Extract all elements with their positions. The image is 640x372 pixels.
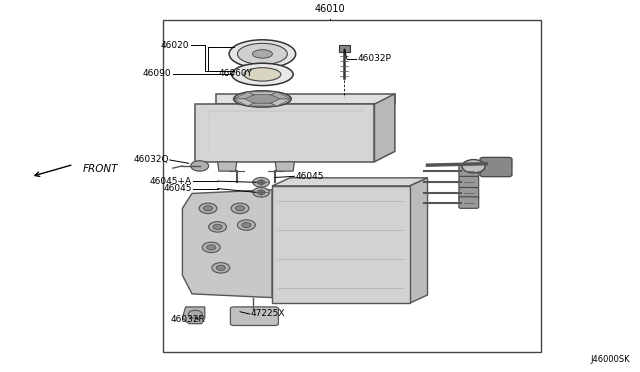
FancyBboxPatch shape: [459, 197, 479, 208]
Text: 46020: 46020: [161, 41, 189, 50]
Polygon shape: [374, 94, 395, 162]
Ellipse shape: [252, 50, 273, 58]
Text: J46000SK: J46000SK: [591, 355, 630, 364]
Ellipse shape: [234, 91, 291, 107]
FancyBboxPatch shape: [480, 157, 512, 177]
Polygon shape: [272, 178, 428, 186]
FancyBboxPatch shape: [339, 45, 350, 52]
Polygon shape: [410, 178, 428, 303]
Text: 46045: 46045: [296, 172, 324, 181]
Circle shape: [202, 242, 220, 253]
Polygon shape: [271, 92, 291, 99]
Text: 46090: 46090: [143, 69, 172, 78]
Circle shape: [209, 222, 227, 232]
Text: 46010: 46010: [314, 4, 345, 14]
Circle shape: [207, 245, 216, 250]
Circle shape: [231, 203, 249, 214]
Text: FRONT: FRONT: [83, 164, 118, 174]
Text: 46032Q: 46032Q: [134, 155, 169, 164]
Circle shape: [236, 206, 244, 211]
Circle shape: [237, 220, 255, 230]
Text: 46045: 46045: [163, 184, 192, 193]
Circle shape: [257, 180, 265, 185]
Circle shape: [204, 206, 212, 211]
Circle shape: [213, 224, 222, 230]
Polygon shape: [248, 92, 277, 95]
Ellipse shape: [244, 68, 281, 81]
Polygon shape: [195, 104, 374, 162]
Circle shape: [216, 265, 225, 270]
Circle shape: [191, 161, 209, 171]
Polygon shape: [234, 92, 253, 99]
Polygon shape: [216, 94, 395, 104]
Polygon shape: [163, 20, 541, 352]
Circle shape: [212, 263, 230, 273]
FancyBboxPatch shape: [230, 307, 278, 326]
Polygon shape: [272, 186, 410, 303]
Polygon shape: [271, 99, 291, 106]
Ellipse shape: [229, 40, 296, 68]
Text: 46045+A: 46045+A: [150, 177, 192, 186]
Circle shape: [257, 190, 265, 195]
FancyBboxPatch shape: [459, 187, 479, 199]
Polygon shape: [218, 162, 237, 171]
Text: 46032P: 46032P: [357, 54, 391, 63]
Text: 47225X: 47225X: [251, 310, 285, 318]
Circle shape: [462, 160, 485, 173]
Circle shape: [188, 310, 202, 318]
Ellipse shape: [245, 94, 280, 104]
Polygon shape: [182, 307, 205, 324]
Circle shape: [253, 177, 269, 187]
Circle shape: [199, 203, 217, 214]
Polygon shape: [182, 190, 272, 298]
Circle shape: [242, 222, 251, 228]
FancyBboxPatch shape: [459, 176, 479, 188]
Ellipse shape: [232, 63, 293, 86]
Circle shape: [253, 187, 269, 197]
FancyBboxPatch shape: [459, 165, 479, 177]
Polygon shape: [234, 99, 253, 106]
Ellipse shape: [237, 44, 287, 65]
Polygon shape: [248, 103, 277, 106]
Text: 46032R: 46032R: [170, 315, 205, 324]
Polygon shape: [275, 162, 294, 171]
Text: 46060Y: 46060Y: [219, 69, 253, 78]
